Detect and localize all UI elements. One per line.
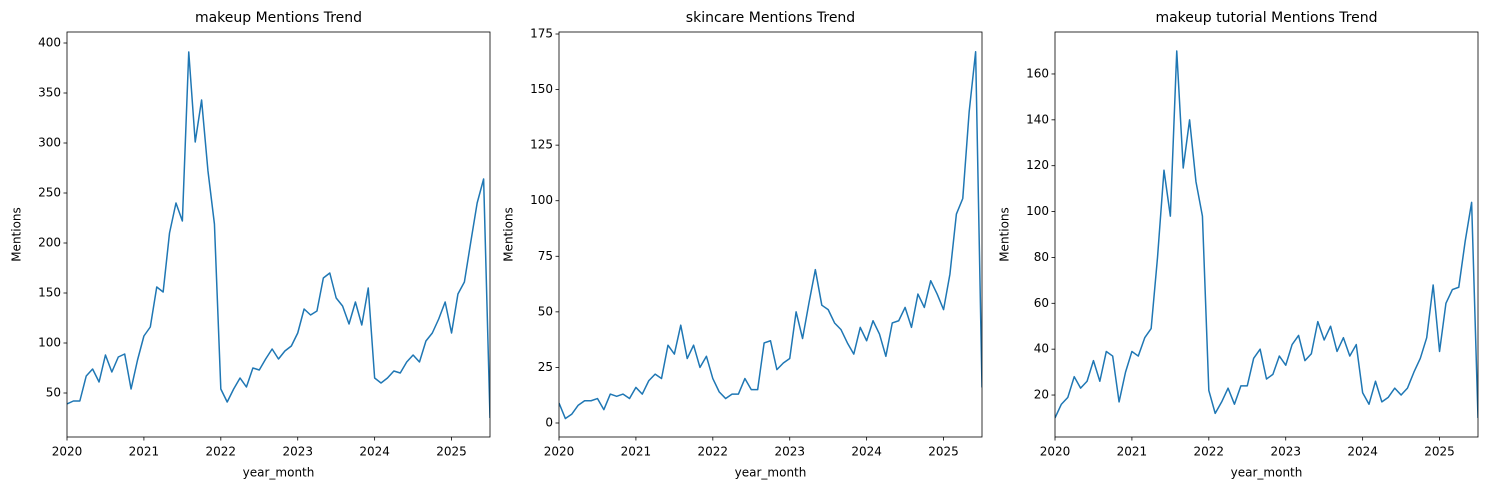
y-tick-label: 100 xyxy=(38,336,61,350)
y-tick-label: 160 xyxy=(1026,66,1049,80)
plot-area xyxy=(67,51,490,419)
x-tick-label: 2021 xyxy=(129,445,160,459)
y-tick-label: 75 xyxy=(538,249,553,263)
y-axis-label: Mentions xyxy=(10,207,24,262)
y-tick-label: 250 xyxy=(38,186,61,200)
x-tick-label: 2020 xyxy=(544,445,575,459)
x-tick-label: 2022 xyxy=(698,445,729,459)
y-tick-label: 100 xyxy=(530,193,553,207)
x-tick-label: 2024 xyxy=(851,445,882,459)
x-tick-label: 2023 xyxy=(1270,445,1301,459)
x-tick-label: 2024 xyxy=(1347,445,1378,459)
y-tick-label: 25 xyxy=(538,360,553,374)
x-tick-label: 2022 xyxy=(1194,445,1225,459)
y-tick-label: 100 xyxy=(1026,204,1049,218)
x-axis-label: year_month xyxy=(735,466,807,480)
line-series xyxy=(559,51,982,420)
line-series xyxy=(1055,50,1478,419)
x-tick-label: 2022 xyxy=(206,445,237,459)
x-tick-label: 2021 xyxy=(1117,445,1148,459)
y-tick-label: 20 xyxy=(1034,388,1049,402)
x-tick-label: 2021 xyxy=(621,445,652,459)
y-tick-label: 300 xyxy=(38,136,61,150)
y-tick-label: 40 xyxy=(1034,342,1049,356)
x-tick-label: 2025 xyxy=(436,445,467,459)
subplot: 20 40 60 80 100 120 140 160 2020 2021 2022 2023 2024… xyxy=(998,10,1479,480)
y-tick-label: 125 xyxy=(530,138,553,152)
x-tick-label: 2020 xyxy=(52,445,83,459)
y-tick-label: 350 xyxy=(38,86,61,100)
axes-frame xyxy=(1054,31,1479,438)
y-tick-label: 0 xyxy=(545,415,553,429)
x-tick-label: 2025 xyxy=(928,445,959,459)
line-series xyxy=(67,51,490,419)
x-tick-label: 2024 xyxy=(359,445,390,459)
x-tick-label: 2023 xyxy=(282,445,313,459)
y-tick-label: 50 xyxy=(538,304,553,318)
y-tick-label: 140 xyxy=(1026,112,1049,126)
chart-title: makeup tutorial Mentions Trend xyxy=(1155,10,1377,26)
y-tick-label: 120 xyxy=(1026,158,1049,172)
y-tick-label: 175 xyxy=(530,27,553,41)
x-axis-label: year_month xyxy=(1231,466,1303,480)
x-tick-label: 2023 xyxy=(774,445,805,459)
axes-frame xyxy=(558,31,983,438)
subplot: 50 100 150 200 250 300 350 400 2020 2021 2022 2023 2… xyxy=(10,10,491,480)
y-axis-label: Mentions xyxy=(502,207,516,262)
x-axis-label: year_month xyxy=(243,466,315,480)
subplot: 0 25 50 75 100 125 150 175 2020 2021 2022 2023 2024 2… xyxy=(502,10,983,480)
y-tick-label: 200 xyxy=(38,236,61,250)
y-tick-label: 50 xyxy=(46,386,61,400)
chart-title: skincare Mentions Trend xyxy=(686,10,855,26)
y-tick-label: 80 xyxy=(1034,250,1049,264)
y-tick-label: 60 xyxy=(1034,296,1049,310)
y-tick-label: 150 xyxy=(38,286,61,300)
y-tick-label: 400 xyxy=(38,36,61,50)
plot-area xyxy=(1055,50,1478,419)
x-tick-label: 2025 xyxy=(1424,445,1455,459)
y-tick-label: 150 xyxy=(530,82,553,96)
chart-title: makeup Mentions Trend xyxy=(195,10,362,26)
axes-frame xyxy=(66,31,491,438)
plot-area xyxy=(559,51,982,420)
y-axis-label: Mentions xyxy=(998,207,1012,262)
x-tick-label: 2020 xyxy=(1040,445,1071,459)
